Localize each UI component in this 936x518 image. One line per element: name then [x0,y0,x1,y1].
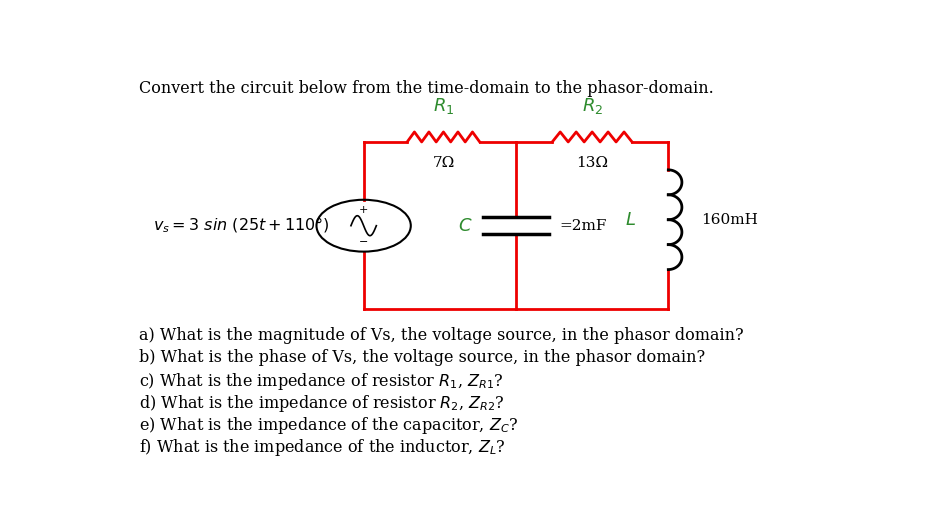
Text: a) What is the magnitude of Vs, the voltage source, in the phasor domain?: a) What is the magnitude of Vs, the volt… [139,327,743,344]
Text: d) What is the impedance of resistor $R_2$, $Z_{R2}$?: d) What is the impedance of resistor $R_… [139,393,505,414]
Text: 7Ω: 7Ω [432,156,455,170]
Text: $R_1$: $R_1$ [432,96,454,116]
Text: $C$: $C$ [458,217,473,235]
Text: e) What is the impedance of the capacitor, $Z_C$?: e) What is the impedance of the capacito… [139,415,518,436]
Text: $L$: $L$ [624,211,636,229]
Text: 160mH: 160mH [701,213,758,227]
Text: +: + [358,205,369,214]
Text: $v_s = 3\ sin\ (25t + 110°)$: $v_s = 3\ sin\ (25t + 110°)$ [154,216,330,235]
Text: =2mF: =2mF [560,219,607,233]
Text: b) What is the phase of Vs, the voltage source, in the phasor domain?: b) What is the phase of Vs, the voltage … [139,349,705,366]
Text: f) What is the impedance of the inductor, $Z_L$?: f) What is the impedance of the inductor… [139,437,505,458]
Text: 13Ω: 13Ω [577,156,608,170]
Text: −: − [358,237,369,247]
Text: c) What is the impedance of resistor $R_1$, $Z_{R1}$?: c) What is the impedance of resistor $R_… [139,371,504,392]
Text: Convert the circuit below from the time-domain to the phasor-domain.: Convert the circuit below from the time-… [139,80,713,97]
Text: $R_2$: $R_2$ [581,96,603,116]
